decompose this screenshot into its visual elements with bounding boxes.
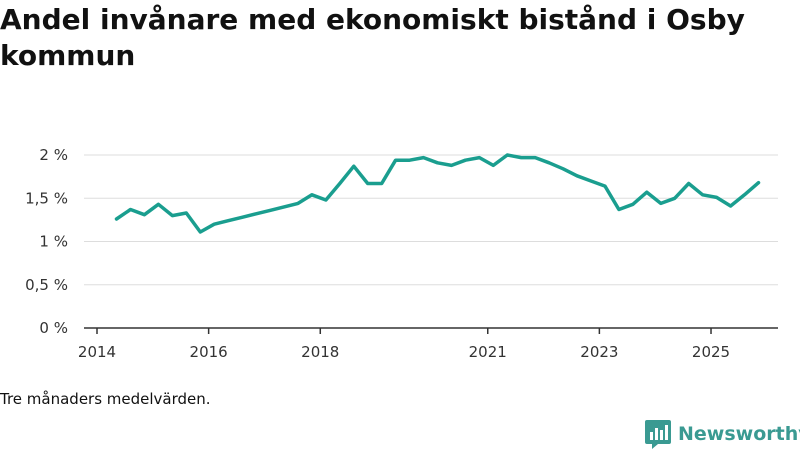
y-tick-label-0: 0 % — [39, 319, 68, 337]
newsworthy-logo-icon — [645, 420, 671, 449]
y-tick-label-2: 1 % — [39, 233, 68, 251]
y-tick-label-4: 2 % — [39, 146, 68, 164]
x-tick-label-0: 2014 — [78, 343, 116, 361]
chart-title: Andel invånare med ekonomiskt bistånd i … — [0, 3, 745, 72]
y-axis-ticks: 0 % 0,5 % 1 % 1,5 % 2 % — [25, 146, 68, 337]
series-group — [114, 153, 761, 234]
y-tick-label-3: 1,5 % — [25, 189, 68, 207]
gridlines — [84, 154, 778, 286]
x-tick-label-2: 2018 — [301, 343, 339, 361]
footnote: Tre månaders medelvärden. — [0, 390, 211, 408]
y-tick-label-1: 0,5 % — [25, 276, 68, 294]
brand-logo[interactable]: Newsworthy — [644, 418, 800, 450]
x-axis: 2014 2016 2018 2021 2023 2025 — [78, 327, 778, 361]
x-tick-label-4: 2023 — [580, 343, 618, 361]
x-tick-label-1: 2016 — [190, 343, 228, 361]
x-tick-label-5: 2025 — [692, 343, 730, 361]
brand-name: Newsworthy — [678, 423, 800, 445]
x-tick-label-3: 2021 — [469, 343, 507, 361]
series-line-0 — [114, 153, 761, 234]
